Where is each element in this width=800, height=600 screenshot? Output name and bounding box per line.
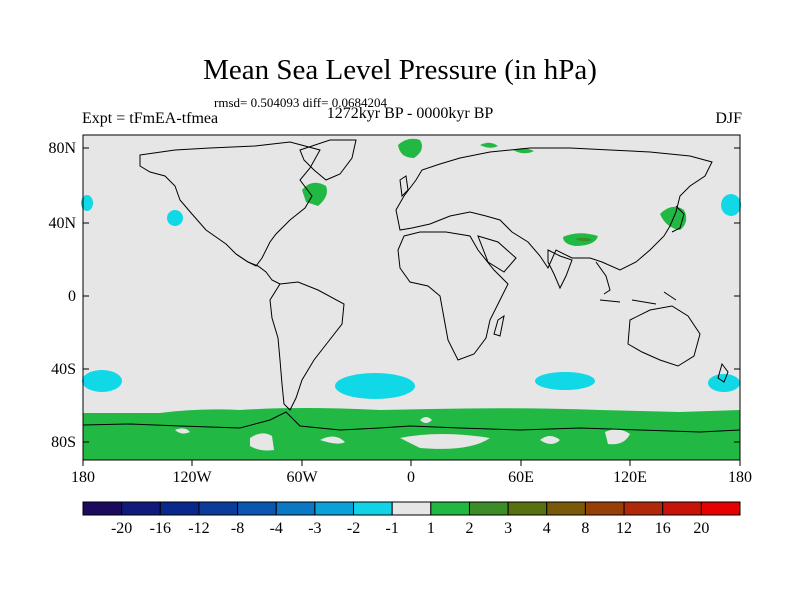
colorbar-label: -8: [231, 520, 244, 537]
colorbar-swatch: [546, 501, 586, 516]
colorbar: -20 -16 -12 -8 -4 -3 -2 -1 1 2 3 4 8 12 16 20: [82, 501, 741, 537]
lon-tick-label: 180: [728, 469, 752, 486]
lat-tick-label: 40S: [51, 361, 76, 378]
colorbar-swatch: [121, 501, 161, 516]
southern-ocean-anomalies: [82, 370, 740, 399]
colorbar-label: -4: [270, 520, 283, 537]
colorbar-label: -16: [150, 520, 171, 537]
lat-tick-label: 80N: [48, 140, 76, 157]
colorbar-label: 8: [581, 520, 589, 537]
coastlines: [82, 139, 741, 433]
season-label: DJF: [715, 110, 742, 127]
lon-axis: 180 120W 60W 0 60E 120E 180: [71, 460, 752, 486]
colorbar-swatch: [662, 501, 702, 516]
colorbar-label: 20: [693, 520, 709, 537]
lon-tick-label: 0: [407, 469, 415, 486]
colorbar-swatch: [700, 501, 741, 516]
colorbar-label: -1: [386, 520, 399, 537]
lon-tick-label: 180: [71, 469, 95, 486]
colorbar-swatch: [353, 501, 393, 516]
colorbar-label: 16: [655, 520, 671, 537]
colorbar-label: 1: [427, 520, 435, 537]
colorbar-label: 4: [543, 520, 551, 537]
colorbar-label: -20: [111, 520, 132, 537]
colorbar-swatch: [198, 501, 239, 516]
period-label: 1272kyr BP - 0000kyr BP: [326, 105, 494, 122]
northern-anomalies: [81, 138, 741, 246]
lat-axis: 80N 40N 0 40S 80S: [48, 140, 740, 451]
colorbar-label: 3: [504, 520, 512, 537]
colorbar-swatch: [430, 501, 470, 516]
lon-tick-label: 120W: [172, 469, 212, 486]
colorbar-swatch: [82, 501, 123, 516]
lat-tick-label: 80S: [51, 434, 76, 451]
map-background: [83, 135, 740, 460]
colorbar-label: -12: [188, 520, 209, 537]
lat-tick-label: 0: [68, 288, 76, 305]
antarctic-anomaly: [83, 408, 740, 460]
colorbar-swatch: [159, 501, 200, 516]
lon-tick-label: 60E: [508, 469, 534, 486]
experiment-label: Expt = tFmEA-tfmea: [82, 110, 219, 127]
colorbar-label: 2: [465, 520, 473, 537]
colorbar-swatch: [468, 501, 509, 516]
colorbar-label: -2: [347, 520, 360, 537]
colorbar-swatch: [391, 501, 432, 516]
lat-tick-label: 40N: [48, 215, 76, 232]
lon-tick-label: 60W: [286, 469, 318, 486]
colorbar-swatch: [314, 501, 355, 516]
colorbar-label: 12: [616, 520, 632, 537]
lon-tick-label: 120E: [613, 469, 647, 486]
stats-text: rmsd= 0.504093 diff= 0.0684204: [214, 95, 387, 110]
colorbar-swatch: [584, 501, 625, 516]
chart-title: Mean Sea Level Pressure (in hPa): [203, 54, 597, 86]
colorbar-swatch: [623, 501, 664, 516]
colorbar-swatch: [275, 501, 316, 516]
colorbar-swatch: [507, 501, 548, 516]
colorbar-swatch: [237, 501, 277, 516]
colorbar-label: -3: [308, 520, 321, 537]
